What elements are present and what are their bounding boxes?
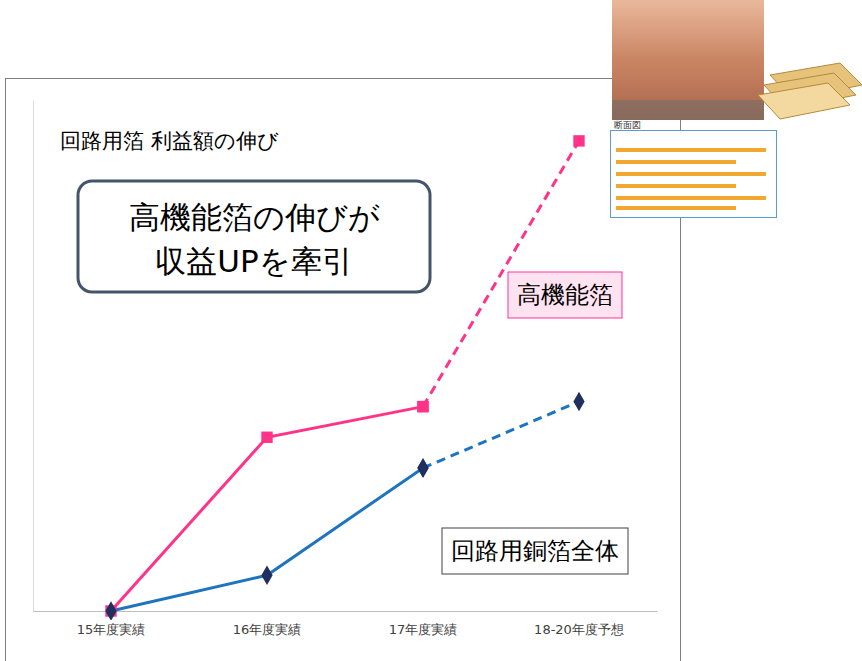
series-label-box <box>442 528 628 574</box>
copper-roll <box>612 0 764 120</box>
cross-section-layer <box>616 206 736 210</box>
annotation-text: 収益UPを牽引 <box>155 243 352 279</box>
series-label-text: 回路用銅箔全体 <box>451 537 619 565</box>
series-marker <box>417 401 428 412</box>
series-line <box>111 468 423 611</box>
cross-section-layer <box>616 196 766 200</box>
x-tick: 18-20年度予想 <box>534 611 624 637</box>
series-label-box <box>508 272 622 318</box>
x-tick-label: 16年度実績 <box>233 622 302 637</box>
series-marker <box>261 565 272 585</box>
cross-section-layer <box>616 184 736 188</box>
chart-svg: 断面図回路用箔 利益額の伸び高機能箔の伸びが収益UPを牽引 15年度実績 16年度実… <box>0 0 862 661</box>
image-caption: 断面図 <box>614 120 641 130</box>
series-marker <box>573 392 584 412</box>
series-marker <box>573 135 584 146</box>
series-marker <box>105 601 116 620</box>
x-tick-label: 17年度実績 <box>389 622 458 637</box>
annotation-box <box>78 181 430 292</box>
x-tick-label: 15年度実績 <box>77 622 146 637</box>
chart-frame <box>6 79 681 661</box>
roll-shadow <box>612 100 764 120</box>
cross-section-layer <box>616 160 736 164</box>
series-label-text: 高機能箔 <box>517 281 613 309</box>
x-axis: 15年度実績 16年度実績 17年度実績 18-20年度予想 <box>34 611 658 637</box>
series-marker <box>417 458 428 478</box>
series-line <box>423 401 579 467</box>
series-label: 回路用銅箔全体 <box>442 528 628 574</box>
y-axis-line <box>33 101 34 612</box>
series-marker <box>261 432 272 443</box>
cross-section-layer <box>616 148 766 152</box>
cross-section-layer <box>616 172 766 176</box>
annotation-text: 高機能箔の伸びが <box>129 199 380 235</box>
series-marker <box>417 458 428 478</box>
y-axis <box>33 101 34 612</box>
series-label: 高機能箔 <box>508 272 622 318</box>
series-line <box>111 407 423 611</box>
x-tick: 16年度実績 <box>233 611 302 637</box>
x-tick: 17年度実績 <box>389 611 458 637</box>
annotation: 高機能箔の伸びが収益UPを牽引 <box>78 181 430 292</box>
x-tick-label: 18-20年度予想 <box>534 622 624 637</box>
x-axis-line <box>34 611 658 612</box>
cross-section-box <box>611 131 777 218</box>
circuit-board <box>758 83 850 119</box>
product-image <box>611 0 862 218</box>
series-marker <box>417 401 428 412</box>
chart-title: 回路用箔 利益額の伸び <box>60 129 279 153</box>
